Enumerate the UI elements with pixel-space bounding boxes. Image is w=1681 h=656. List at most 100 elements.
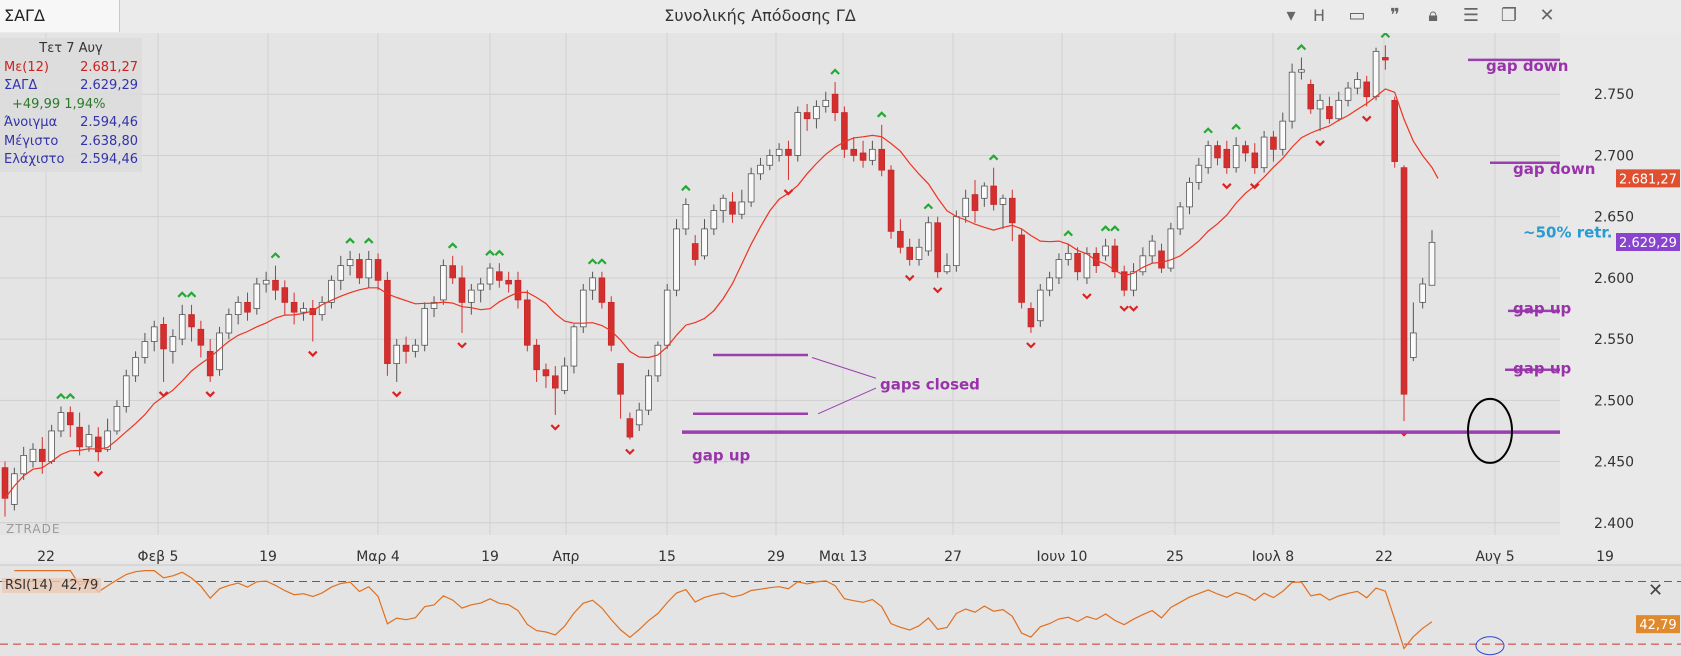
- candle-body: [1410, 332, 1417, 358]
- candle-body: [561, 365, 568, 391]
- menu-icon[interactable]: ☰: [1462, 5, 1480, 26]
- candle-body: [356, 259, 363, 279]
- candle-body: [113, 406, 121, 432]
- candle-body: [1391, 99, 1398, 162]
- dropdown-icon[interactable]: ▾: [1286, 5, 1296, 26]
- x-tick-label: 19: [481, 549, 499, 565]
- candle: [197, 320, 205, 358]
- swing-high-marker: [56, 392, 66, 400]
- x-tick-label: Ιουλ 8: [1252, 549, 1294, 565]
- candle: [346, 250, 354, 276]
- candle: [262, 271, 270, 293]
- candle: [673, 219, 680, 297]
- candle: [1391, 96, 1398, 168]
- candle-body: [1120, 271, 1128, 291]
- swing-high-marker: [1231, 123, 1241, 130]
- lock-icon[interactable]: 🔒︎: [1428, 5, 1438, 26]
- x-tick-label: Αυγ 5: [1475, 549, 1514, 565]
- candle: [1232, 137, 1240, 173]
- candle-body: [738, 201, 746, 215]
- candle: [999, 194, 1007, 229]
- candle-body: [365, 259, 373, 279]
- candle: [188, 304, 195, 342]
- y-tick-label: 2.500: [1594, 393, 1634, 409]
- x-tick-label: Μαι 13: [819, 549, 867, 565]
- candle-body: [206, 350, 214, 377]
- candle: [1130, 263, 1137, 297]
- candle-body: [1074, 252, 1081, 273]
- candle-body: [85, 434, 93, 448]
- candle-body: [1260, 136, 1268, 169]
- candle-body: [66, 412, 74, 426]
- candle: [1344, 81, 1352, 107]
- candle-body: [663, 289, 671, 346]
- candle: [94, 427, 102, 462]
- candle: [813, 100, 820, 129]
- chart-area[interactable]: 2.400 2.450 2.500 2.550 2.600 2.650 2.700 2.750…: [0, 33, 1681, 656]
- candle: [598, 271, 606, 309]
- panel-icon[interactable]: ▭: [1348, 5, 1366, 26]
- candle-body: [300, 308, 307, 313]
- candle-body: [281, 287, 289, 303]
- candle-body: [374, 259, 382, 281]
- candle: [76, 412, 83, 456]
- restore-icon[interactable]: ❐: [1500, 5, 1518, 26]
- rsi-close-icon[interactable]: ✕: [1648, 580, 1664, 601]
- swing-high-marker: [587, 258, 598, 265]
- candle: [897, 219, 904, 254]
- candle-body: [915, 246, 923, 260]
- candle-body: [533, 344, 540, 371]
- candle: [458, 265, 466, 333]
- candle-body: [1372, 50, 1380, 98]
- candle: [430, 296, 438, 318]
- candle-body: [449, 265, 456, 279]
- candle-body: [719, 197, 727, 211]
- comment-icon[interactable]: ❞: [1390, 5, 1400, 26]
- candle-body: [1064, 252, 1072, 260]
- candle-body: [1298, 69, 1305, 73]
- x-tick-label: 19: [1596, 549, 1614, 565]
- annotation-text: gaps closed: [880, 375, 980, 393]
- candle-body: [346, 259, 354, 267]
- candle-body: [794, 112, 802, 156]
- rsi-low-circle: [1475, 636, 1505, 656]
- swing-low-marker: [904, 274, 915, 282]
- candle-body: [477, 283, 484, 291]
- moving-average-line: [4, 88, 1439, 499]
- candle-body: [468, 289, 475, 303]
- candle-body: [505, 279, 512, 285]
- candle-body: [981, 185, 988, 199]
- candle-body: [785, 148, 792, 156]
- candle: [1326, 96, 1333, 124]
- candle: [365, 250, 373, 288]
- symbol-field[interactable]: ΣΑΓΔ: [0, 0, 120, 32]
- candle: [300, 302, 307, 321]
- candle-body: [421, 308, 428, 346]
- candle-body: [1335, 99, 1343, 120]
- candle: [822, 91, 830, 113]
- price-tag-label: 2.681,27: [1619, 172, 1677, 187]
- candle: [468, 284, 475, 315]
- candle-body: [122, 375, 130, 407]
- candle: [1400, 165, 1408, 422]
- y-axis: 2.400 2.450 2.500 2.550 2.600 2.650 2.700 2.750: [1560, 33, 1681, 535]
- y-tick-label: 2.450: [1594, 455, 1634, 471]
- swing-high-marker: [830, 68, 840, 75]
- candle: [626, 412, 634, 440]
- candle-body: [775, 148, 783, 156]
- candle: [272, 265, 279, 300]
- rsi-value-tag: [1636, 615, 1680, 634]
- candle-body: [1270, 136, 1277, 150]
- candle: [1223, 140, 1231, 174]
- candle-body: [710, 210, 718, 230]
- candle-body: [150, 326, 158, 342]
- swing-high-marker: [1203, 127, 1213, 134]
- h-icon[interactable]: H: [1312, 6, 1326, 25]
- candle-body: [1326, 106, 1333, 120]
- candle: [561, 357, 568, 395]
- candle: [607, 296, 615, 352]
- candle-body: [1009, 197, 1016, 224]
- candle-body: [486, 267, 494, 285]
- candle-body: [244, 301, 251, 313]
- close-icon[interactable]: ✕: [1539, 5, 1555, 26]
